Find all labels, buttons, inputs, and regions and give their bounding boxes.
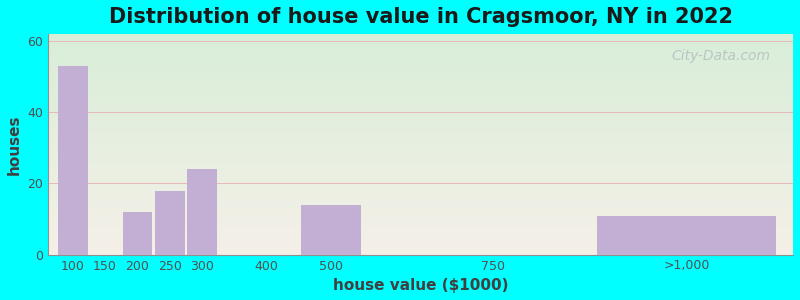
Bar	[302, 205, 361, 255]
Title: Distribution of house value in Cragsmoor, NY in 2022: Distribution of house value in Cragsmoor…	[109, 7, 733, 27]
Bar	[598, 215, 776, 255]
X-axis label: house value ($1000): house value ($1000)	[333, 278, 508, 293]
Text: City-Data.com: City-Data.com	[672, 50, 770, 64]
Y-axis label: houses: houses	[7, 114, 22, 175]
Bar	[155, 190, 185, 255]
Bar	[122, 212, 152, 255]
Bar	[187, 169, 217, 255]
Bar	[58, 66, 88, 255]
